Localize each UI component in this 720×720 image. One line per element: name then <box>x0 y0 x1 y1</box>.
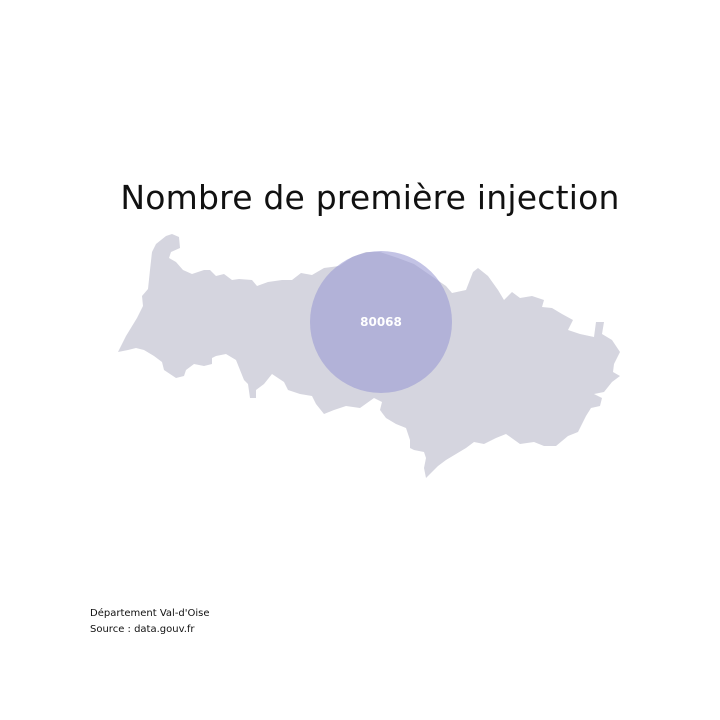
footer: Département Val-d'Oise Source : data.gou… <box>90 606 210 638</box>
bubble-marker <box>310 251 452 393</box>
bubble-value-label: 80068 <box>360 315 402 329</box>
source-label: Source : data.gouv.fr <box>90 624 195 635</box>
chart-title: Nombre de première injection <box>120 178 620 217</box>
department-label: Département Val-d'Oise <box>90 608 210 619</box>
